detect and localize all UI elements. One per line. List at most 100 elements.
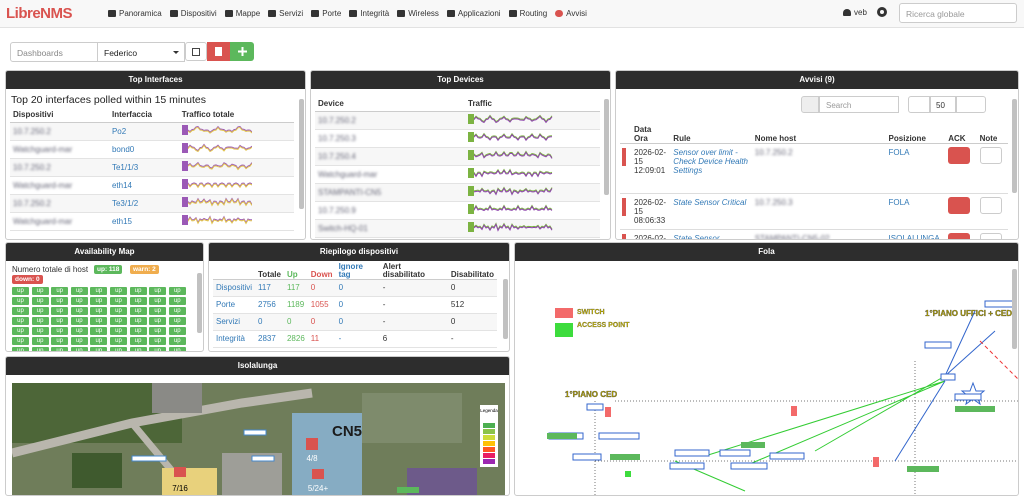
summary-value[interactable]: 11 [308,330,336,347]
host-tile[interactable]: up [12,287,29,295]
menu-item[interactable]: Dispositivi [170,9,217,18]
host-tile[interactable]: up [71,317,88,325]
menu-label[interactable]: Applicazioni [458,9,501,18]
host-tile[interactable]: up [32,347,49,352]
host-tile[interactable]: up [130,337,147,345]
device-name[interactable]: 10.7.250.2 [10,158,109,176]
interface-name[interactable]: Te3/1/2 [109,194,179,212]
menu-item[interactable]: Applicazioni [447,9,501,18]
global-search[interactable]: Ricerca globale [899,3,1017,23]
host-tile[interactable]: up [110,317,127,325]
menu-label[interactable]: Mappe [236,9,260,18]
menu-label[interactable]: Panoramica [119,9,162,18]
host-tile[interactable]: up [110,287,127,295]
ack-button[interactable] [948,147,970,164]
host-tile[interactable]: up [32,297,49,305]
host-tile[interactable]: up [130,317,147,325]
host-tile[interactable]: up [130,307,147,315]
device-name[interactable]: 10.7.250.2 [10,194,109,212]
menu-item[interactable]: Avvisi [555,9,587,18]
host-tile[interactable]: up [169,297,186,305]
interface-name[interactable]: eth15 [109,212,179,230]
host-tile[interactable]: up [32,307,49,315]
menu-item[interactable]: Servizi [268,9,303,18]
host-tile[interactable]: up [51,307,68,315]
host-tile[interactable]: up [32,327,49,335]
host-tile[interactable]: up [51,297,68,305]
refresh-button[interactable] [908,96,930,113]
host-tile[interactable]: up [130,347,147,352]
host-tile[interactable]: up [90,337,107,345]
alert-rule[interactable]: State Sensor Critical [670,193,752,229]
summary-value[interactable]: - [336,330,380,347]
brand[interactable]: LibreNMS [6,5,72,22]
menu-label[interactable]: Dispositivi [181,9,217,18]
host-tile[interactable]: up [90,287,107,295]
device-name[interactable]: Watchguard-mar [10,176,109,194]
host-tile[interactable]: up [110,307,127,315]
host-tile[interactable]: up [32,337,49,345]
summary-value[interactable]: 117 [255,279,284,296]
ack-button[interactable] [948,197,970,214]
host-tile[interactable]: up [51,337,68,345]
host-tile[interactable]: up [110,327,127,335]
device-name[interactable]: Watchguard-mar [10,212,109,230]
host-tile[interactable]: up [90,297,107,305]
host-tile[interactable]: up [149,307,166,315]
summary-value[interactable]: 0 [308,279,336,296]
menu-label[interactable]: Porte [322,9,341,18]
dashboard-select[interactable]: Federico [97,42,185,62]
settings-icon[interactable] [877,7,887,17]
device-name[interactable]: 10.7.250.2 [10,122,109,140]
device-name[interactable]: 10.7.250.4 [315,147,465,165]
host-tile[interactable]: up [149,337,166,345]
host-tile[interactable]: up [169,317,186,325]
menu-item[interactable]: Panoramica [108,9,162,18]
host-tile[interactable]: up [12,347,29,352]
menu-label[interactable]: Wireless [408,9,439,18]
host-tile[interactable]: up [149,327,166,335]
summary-value[interactable]: 117 [284,279,308,296]
host-tile[interactable]: up [71,307,88,315]
host-tile[interactable]: up [90,307,107,315]
note-button[interactable] [980,233,1002,241]
host-tile[interactable]: up [130,327,147,335]
host-tile[interactable]: up [51,317,68,325]
host-tile[interactable]: up [169,307,186,315]
host-tile[interactable]: up [130,287,147,295]
alert-host[interactable]: 10.7.250.3 [752,193,886,229]
host-tile[interactable]: up [130,297,147,305]
menu-item[interactable]: Integrità [349,9,389,18]
alert-rule[interactable]: State Sensor [670,229,752,240]
host-tile[interactable]: up [169,347,186,352]
menu-item[interactable]: Mappe [225,9,260,18]
note-button[interactable] [980,147,1002,164]
device-name[interactable]: 10.7.250.3 [315,129,465,147]
host-tile[interactable]: up [90,347,107,352]
alert-location[interactable]: FOLA [886,193,946,229]
user-name[interactable]: veb [854,8,867,17]
host-tile[interactable]: up [12,297,29,305]
add-button[interactable] [230,42,254,61]
host-tile[interactable]: up [12,327,29,335]
alert-rule[interactable]: Sensor over limit - Check Device Health … [670,143,752,193]
note-button[interactable] [980,197,1002,214]
summary-value[interactable]: 2756 [255,296,284,313]
edit-button[interactable] [185,42,207,61]
menu-label[interactable]: Avvisi [566,9,587,18]
host-tile[interactable]: up [71,327,88,335]
host-tile[interactable]: up [12,337,29,345]
interface-name[interactable]: Te1/1/3 [109,158,179,176]
summary-value[interactable]: 2826 [284,330,308,347]
host-tile[interactable]: up [12,307,29,315]
host-tile[interactable]: up [71,337,88,345]
host-tile[interactable]: up [149,317,166,325]
user[interactable]: veb [843,8,867,17]
menu-label[interactable]: Integrità [360,9,389,18]
summary-value[interactable]: 0 [255,313,284,330]
columns-button[interactable] [956,96,986,113]
menu-item[interactable]: Routing [509,9,548,18]
menu-item[interactable]: Porte [311,9,341,18]
host-tile[interactable]: up [51,347,68,352]
page-size[interactable]: 50 [930,96,956,113]
